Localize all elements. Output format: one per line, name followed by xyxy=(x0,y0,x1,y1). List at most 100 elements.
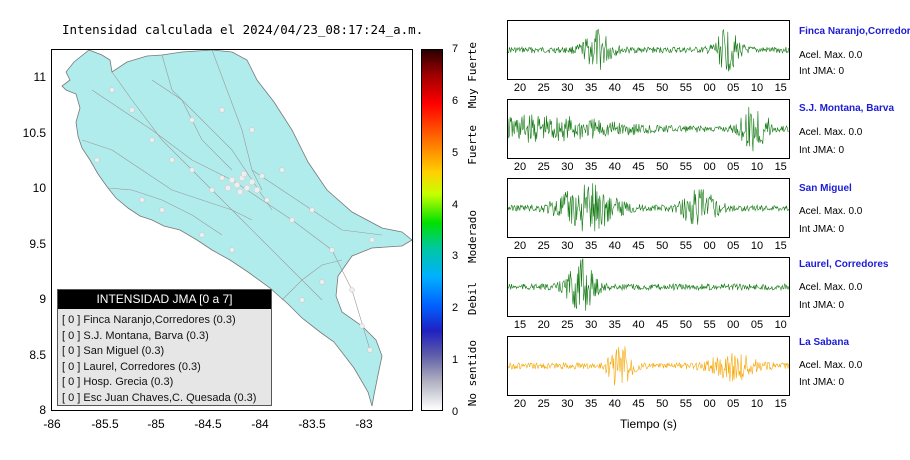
waveform-trace xyxy=(507,258,789,311)
map-xtick: -84.5 xyxy=(194,417,222,431)
station-markers xyxy=(94,87,375,353)
colorbar-number: 0 xyxy=(452,406,459,418)
panel-time-tick: 45 xyxy=(632,398,645,410)
panel-time-tick: 55 xyxy=(679,82,693,94)
costa-rica-map xyxy=(61,50,412,407)
panel-time-tick: 20 xyxy=(513,161,527,173)
map-ytick: 11 xyxy=(33,70,46,84)
panel-time-tick: 15 xyxy=(774,240,787,252)
panel-time-tick: 30 xyxy=(584,319,598,331)
panel-time-tick: 50 xyxy=(679,319,693,331)
panel-time-tick: 30 xyxy=(561,82,574,94)
intensity-legend: INTENSIDAD JMA [0 a 7] [ 0 ] Finca Naran… xyxy=(57,289,272,406)
station-name[interactable]: Laurel, Corredores xyxy=(799,259,889,270)
panel-time-tick: 40 xyxy=(608,82,621,94)
panel-time-tick: 40 xyxy=(632,319,645,331)
map-title: Intensidad calculada el 2024/04/23_08:17… xyxy=(62,22,424,37)
panel-time-tick: 25 xyxy=(537,161,550,173)
panel-time-tick: 05 xyxy=(727,82,740,94)
panel-time-tick: 25 xyxy=(537,82,550,94)
panel-time-tick: 00 xyxy=(703,240,716,252)
intensity-colorbar xyxy=(421,49,443,411)
panel-time-tick: 50 xyxy=(656,240,669,252)
panel-time-tick: 20 xyxy=(513,82,527,94)
legend-header: INTENSIDAD JMA [0 a 7] xyxy=(58,290,271,309)
panel-time-tick: 10 xyxy=(774,319,787,331)
accel-max: Acel. Max. 0.0 xyxy=(799,127,863,138)
colorbar-number: 1 xyxy=(452,354,459,366)
panel-time-tick: 15 xyxy=(774,161,787,173)
panel-time-tick: 20 xyxy=(537,319,550,331)
waveform-panel[interactable] xyxy=(507,99,790,159)
panel-time-tick: 45 xyxy=(632,240,645,252)
waveform-panel[interactable] xyxy=(507,257,790,317)
waveform-trace xyxy=(507,346,789,386)
accel-max: Acel. Max. 0.0 xyxy=(799,206,863,217)
accel-max: Acel. Max. 0.0 xyxy=(799,50,863,61)
colorbar-label: Fuerte xyxy=(466,125,479,165)
colorbar-number: 2 xyxy=(452,302,459,314)
int-jma: Int JMA: 0 xyxy=(799,145,845,156)
panel-time-tick: 05 xyxy=(727,240,740,252)
accel-max: Acel. Max. 0.0 xyxy=(799,282,863,293)
waveform-line xyxy=(507,346,789,386)
panel-time-tick: 00 xyxy=(727,319,740,331)
map-xtick: -84 xyxy=(251,417,269,431)
panel-time-tick: 00 xyxy=(703,161,716,173)
waveform-line xyxy=(507,106,789,152)
colorbar-label: Moderado xyxy=(466,210,479,263)
legend-item: [ 0 ] S.J. Montana, Barva (0.3) xyxy=(62,329,209,342)
panel-time-tick: 05 xyxy=(727,161,740,173)
waveform-panel[interactable] xyxy=(507,178,790,238)
colorbar-number: 7 xyxy=(452,43,459,55)
waveform-trace xyxy=(507,28,789,72)
panel-time-tick: 55 xyxy=(679,161,693,173)
colorbar-number: 5 xyxy=(452,147,459,159)
map-ytick: 9.5 xyxy=(29,237,46,251)
station-name[interactable]: Finca Naranjo,Corredor xyxy=(799,26,910,37)
panel-time-tick: 25 xyxy=(561,319,574,331)
waveform-line xyxy=(507,258,789,311)
accel-max: Acel. Max. 0.0 xyxy=(799,360,863,371)
colorbar-number: 4 xyxy=(452,199,459,211)
panel-time-tick: 25 xyxy=(537,240,550,252)
station-name[interactable]: S.J. Montana, Barva xyxy=(799,103,895,114)
station-name[interactable]: San Miguel xyxy=(799,183,852,194)
map-xtick: -83 xyxy=(355,417,373,431)
panel-time-tick: 35 xyxy=(584,240,598,252)
panel-time-tick: 10 xyxy=(750,398,764,410)
waveform-panel[interactable] xyxy=(507,20,790,80)
map-ytick: 9 xyxy=(39,292,46,306)
legend-item: [ 0 ] Finca Naranjo,Corredores (0.3) xyxy=(62,314,236,326)
panel-time-tick: 45 xyxy=(656,319,669,331)
panel-time-tick: 30 xyxy=(561,398,574,410)
int-jma: Int JMA: 0 xyxy=(799,224,845,235)
panel-time-tick: 50 xyxy=(656,161,669,173)
panel-time-tick: 30 xyxy=(561,240,574,252)
colorbar-label: Muy Fuerte xyxy=(466,42,479,109)
panel-time-tick: 35 xyxy=(584,398,598,410)
legend-item: [ 0 ] Laurel, Corredores (0.3) xyxy=(62,360,201,373)
colorbar-number: 6 xyxy=(452,95,459,107)
panel-time-tick: 40 xyxy=(608,240,621,252)
panel-time-tick: 05 xyxy=(750,319,764,331)
waveform-trace xyxy=(507,106,789,152)
map-ytick: 10.5 xyxy=(22,126,46,140)
panel-time-tick: 50 xyxy=(656,398,669,410)
legend-item: [ 0 ] Esc Juan Chaves,C. Quesada (0.3) xyxy=(62,391,257,404)
map-xtick: -85.5 xyxy=(91,417,119,431)
panel-time-tick: 10 xyxy=(750,161,764,173)
waveform-panel[interactable] xyxy=(507,336,790,396)
time-axis-title: Tiempo (s) xyxy=(620,417,677,431)
legend-item: [ 0 ] San Miguel (0.3) xyxy=(62,345,165,357)
panel-time-tick: 55 xyxy=(703,319,716,331)
panel-time-tick: 50 xyxy=(656,82,669,94)
panel-time-tick: 35 xyxy=(584,82,598,94)
colorbar-label: Debil xyxy=(466,282,479,316)
panel-time-tick: 35 xyxy=(584,161,598,173)
panel-time-tick: 15 xyxy=(774,82,787,94)
road-network xyxy=(81,50,383,351)
panel-time-tick: 20 xyxy=(513,398,527,410)
station-name[interactable]: La Sabana xyxy=(799,337,850,348)
waveform-line xyxy=(507,183,789,232)
